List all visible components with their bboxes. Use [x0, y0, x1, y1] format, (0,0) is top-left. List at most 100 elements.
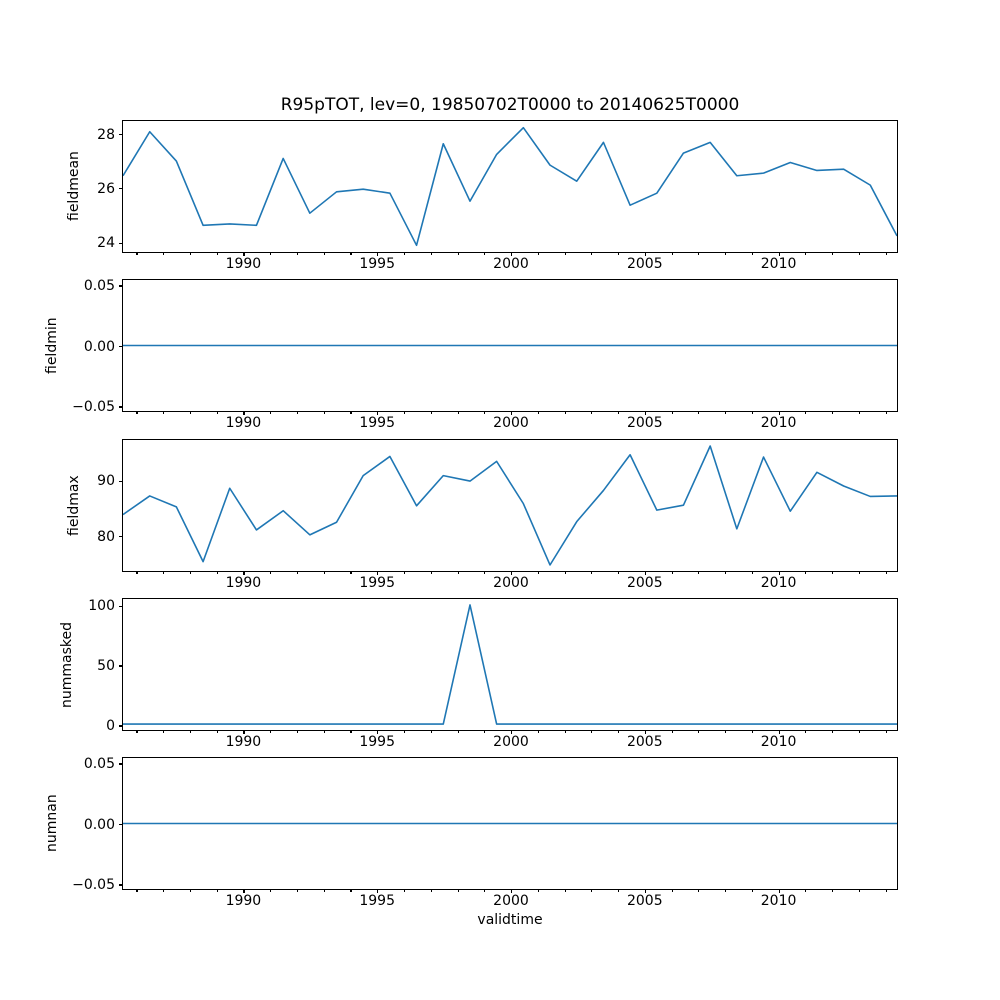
x-major-tick [377, 252, 379, 256]
x-minor-tick [537, 252, 539, 255]
x-minor-tick [430, 252, 432, 255]
y-tick [119, 480, 123, 482]
x-minor-tick [136, 411, 138, 414]
x-minor-tick [671, 411, 673, 414]
y-tick-label: 0.00 [83, 338, 115, 355]
x-tick-label: 1995 [359, 575, 396, 591]
x-minor-tick [591, 252, 593, 255]
x-major-tick [778, 571, 780, 575]
nummasked-plot-canvas [123, 604, 897, 725]
x-minor-tick [430, 571, 432, 574]
subplot-fieldmean: 24 26 28 1990 1995 2000 2005 2010 fieldmean [66, 120, 898, 272]
x-minor-tick [484, 730, 486, 733]
x-minor-tick [618, 730, 620, 733]
x-tick-label: 2000 [493, 734, 529, 750]
y-tick-label: 24 [97, 235, 115, 252]
y-tick-label: 28 [97, 126, 115, 143]
x-minor-tick [323, 730, 325, 733]
y-tick [119, 884, 123, 886]
x-minor-tick [457, 730, 459, 733]
y-tick [119, 188, 123, 190]
x-minor-tick [725, 889, 727, 892]
x-minor-tick [725, 730, 727, 733]
x-minor-tick [484, 571, 486, 574]
x-minor-tick [805, 730, 807, 733]
x-minor-tick [430, 411, 432, 414]
x-minor-tick [457, 411, 459, 414]
fieldmax-data-line [123, 445, 897, 566]
x-major-tick [511, 252, 513, 256]
x-minor-tick [457, 252, 459, 255]
x-minor-tick [404, 889, 406, 892]
y-tick-label: 0 [106, 717, 115, 734]
x-tick-label: 2000 [493, 415, 529, 431]
x-minor-tick [671, 571, 673, 574]
x-minor-tick [296, 571, 299, 574]
x-major-tick [644, 889, 646, 893]
x-minor-tick [404, 571, 406, 574]
y-tick-label: 26 [97, 180, 115, 197]
x-minor-tick [858, 411, 861, 414]
x-minor-tick [885, 730, 887, 733]
x-minor-tick [805, 889, 807, 892]
x-major-tick [644, 730, 646, 734]
y-axis-title-numnan: numnan [43, 794, 60, 853]
x-minor-tick [885, 252, 887, 255]
y-axis-title-fieldmean: fieldmean [66, 151, 82, 222]
numnan-plot-canvas [123, 822, 897, 825]
x-minor-tick [885, 571, 887, 574]
x-major-tick [778, 889, 780, 893]
x-minor-tick [591, 889, 593, 892]
fieldmax-plot-canvas [123, 445, 897, 566]
x-minor-tick [270, 411, 272, 414]
y-tick-label: 90 [97, 473, 115, 490]
x-major-tick [377, 411, 379, 415]
x-minor-tick [751, 889, 753, 892]
nummasked-data-line [123, 604, 897, 725]
x-minor-tick [564, 571, 566, 574]
y-tick-label: 80 [97, 528, 115, 545]
x-minor-tick [832, 252, 834, 255]
x-tick-label: 2005 [626, 734, 663, 750]
x-major-tick [243, 889, 245, 893]
x-minor-tick [136, 889, 138, 892]
x-minor-tick [216, 730, 218, 733]
x-minor-tick [805, 252, 807, 255]
y-tick-label: 50 [97, 658, 115, 675]
x-minor-tick [618, 252, 620, 255]
x-axis-title: validtime [477, 912, 543, 928]
x-minor-tick [350, 889, 352, 892]
x-minor-tick [350, 730, 352, 733]
x-tick-label: 1990 [225, 575, 262, 591]
x-major-tick [511, 571, 513, 575]
x-minor-tick [564, 252, 566, 255]
x-tick-label: 2005 [626, 256, 663, 272]
x-minor-tick [618, 571, 620, 574]
x-minor-tick [163, 411, 165, 414]
x-tick-label: 1995 [359, 893, 396, 909]
y-tick-label: 100 [88, 598, 115, 615]
fieldmin-plot-canvas [123, 344, 897, 347]
x-minor-tick [189, 889, 192, 892]
x-minor-tick [216, 571, 218, 574]
x-minor-tick [698, 252, 700, 255]
x-tick-label: 2005 [626, 893, 663, 909]
x-tick-label: 2010 [760, 734, 797, 750]
y-axis-title-fieldmax: fieldmax [66, 475, 82, 536]
y-axis-title-nummasked: nummasked [58, 621, 75, 708]
x-major-tick [778, 411, 780, 415]
x-minor-tick [751, 571, 753, 574]
x-minor-tick [404, 730, 406, 733]
x-minor-tick [725, 411, 727, 414]
x-tick-label: 2005 [626, 575, 663, 591]
chart-title: R95pTOT, lev=0, 19850702T0000 to 2014062… [280, 95, 740, 115]
x-minor-tick [591, 571, 593, 574]
x-minor-tick [671, 730, 673, 733]
x-minor-tick [858, 571, 861, 574]
x-minor-tick [591, 411, 593, 414]
x-minor-tick [350, 411, 352, 414]
x-minor-tick [671, 252, 673, 255]
x-minor-tick [537, 571, 539, 574]
x-major-tick [243, 252, 245, 256]
